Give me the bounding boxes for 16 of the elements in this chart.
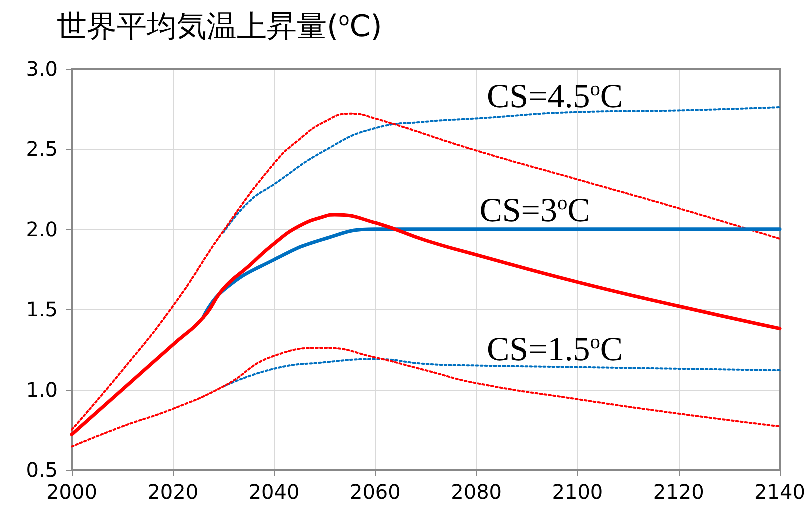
x-tick-label: 2080 xyxy=(451,480,502,504)
x-tick-label: 2100 xyxy=(552,480,604,504)
y-tick-label: 3.0 xyxy=(26,57,58,81)
y-tick-label: 2.0 xyxy=(26,217,58,242)
line-series xyxy=(222,106,781,234)
y-tick-label: 0.5 xyxy=(26,458,58,482)
x-tick-label: 2020 xyxy=(148,480,199,504)
y-tick-label: 1.5 xyxy=(26,298,58,322)
x-tick-label: 2140 xyxy=(754,480,806,504)
x-tick-label: 2040 xyxy=(248,480,300,504)
x-tick-label: 2060 xyxy=(350,480,401,504)
x-tick-label: 2120 xyxy=(653,480,704,504)
x-tick-label: 2000 xyxy=(46,480,98,504)
y-tick-label: 1.0 xyxy=(26,378,58,402)
y-tick-label: 2.5 xyxy=(26,137,58,162)
line-series xyxy=(202,228,782,320)
